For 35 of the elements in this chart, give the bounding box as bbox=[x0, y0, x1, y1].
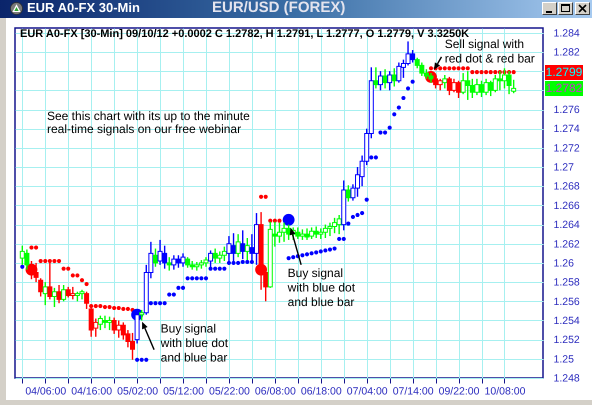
x-tick-label: 09/22:00 bbox=[438, 386, 480, 398]
y-tick-label: 1.26 bbox=[554, 257, 574, 270]
y-tick-label: 1.262 bbox=[554, 238, 580, 250]
y-tick-label: 1.248 bbox=[554, 372, 580, 384]
x-tick-label: 05/22:00 bbox=[209, 386, 250, 398]
x-tick-label: 07/14:00 bbox=[392, 386, 434, 398]
price-tag: 1.2799 bbox=[545, 64, 583, 80]
annotation: Buy signal with blue dot and blue bar bbox=[160, 322, 229, 365]
y-tick-label: 1.282 bbox=[554, 46, 580, 58]
y-tick-label: 1.274 bbox=[554, 123, 580, 136]
y-tick-label: 1.284 bbox=[554, 27, 580, 40]
annotation: Buy signal with blue dot and blue bar bbox=[286, 266, 356, 309]
y-tick-label: 1.25 bbox=[554, 353, 574, 366]
chart-subtitle: EUR A0-FX 30-Min bbox=[27, 0, 140, 17]
x-tick-label: 07/04:00 bbox=[346, 386, 388, 398]
y-tick-label: 1.254 bbox=[554, 314, 580, 327]
x-tick-label: 04/06:00 bbox=[25, 386, 66, 398]
y-tick-label: 1.266 bbox=[554, 200, 580, 212]
y-tick-label: 1.276 bbox=[554, 104, 580, 116]
x-tick-label: 05/02:00 bbox=[117, 386, 158, 398]
y-tick-label: 1.252 bbox=[554, 334, 580, 346]
y-tick-label: 1.264 bbox=[554, 219, 580, 232]
x-tick-label: 06/08:00 bbox=[254, 386, 296, 398]
y-tick-label: 1.268 bbox=[554, 180, 580, 193]
x-tick-label: 10/08:00 bbox=[484, 386, 526, 398]
x-tick-label: 05/12:00 bbox=[163, 386, 204, 398]
price-tag: 1.2782 bbox=[545, 81, 583, 96]
annotation: See this chart with its up to the minute real-time signals on our free webinar bbox=[47, 109, 250, 136]
y-tick-label: 1.27 bbox=[554, 162, 574, 174]
y-tick-label: 1.256 bbox=[554, 296, 580, 308]
y-tick-label: 1.258 bbox=[554, 276, 580, 289]
x-tick-label: 06/18:00 bbox=[300, 386, 342, 398]
y-tick-label: 1.272 bbox=[554, 142, 580, 154]
x-tick-label: 04/16:00 bbox=[71, 386, 112, 398]
chart-title: EUR/USD (FOREX) bbox=[212, 0, 346, 17]
